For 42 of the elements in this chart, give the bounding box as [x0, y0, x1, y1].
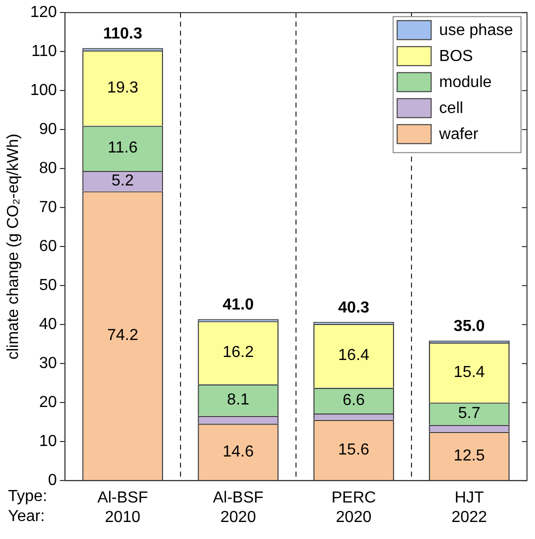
data-label: 16.4: [338, 347, 370, 364]
data-label: 19.3: [107, 79, 138, 96]
y-tick-label: 70: [39, 199, 57, 216]
data-label: 5.7: [458, 405, 480, 422]
annotation: 41.0: [222, 296, 254, 314]
annotation: 110.3: [103, 25, 142, 42]
data-label: 5.2: [112, 172, 134, 190]
text: Year:: [8, 508, 45, 526]
x-tick-label: PERC 2020: [331, 490, 376, 526]
legend-label: cell: [439, 100, 464, 118]
legend-label: BOS: [439, 48, 473, 66]
data-label: 11.6: [108, 140, 138, 157]
x-tick-label: HJT 2022: [451, 490, 488, 526]
x-tick-label: Al-BSF 2010: [97, 490, 148, 526]
data-label: 12.5: [454, 447, 485, 464]
data-label: 14.6: [222, 443, 254, 460]
y-tick-label: 90: [39, 121, 57, 138]
y-tick-label: 120: [30, 4, 57, 22]
y-tick-label: 20: [39, 394, 57, 412]
y-tick-label: 110: [31, 43, 57, 60]
x-tick-label: Al-BSF 2020: [212, 490, 264, 526]
annotation: 35.0: [454, 318, 485, 335]
legend-label: use phase: [439, 22, 514, 40]
data-label: 74.2: [107, 327, 138, 344]
data-label: 15.4: [454, 364, 485, 381]
y-tick-label: 0: [48, 472, 57, 490]
y-tick-label: 50: [39, 277, 57, 294]
y-tick-label: 40: [39, 316, 57, 334]
data-label: 16.2: [222, 344, 254, 362]
legend-label: wafer: [438, 126, 479, 144]
data-label: 15.6: [338, 441, 370, 458]
y-tick-label: 100: [30, 82, 57, 100]
y-tick-label: 60: [39, 238, 57, 256]
text: Type:: [8, 488, 48, 506]
y-tick-label: 30: [39, 355, 57, 372]
annotation: 40.3: [338, 299, 370, 316]
y-axis-title: climate change (g CO₂-eq/kWh): [5, 134, 22, 360]
data-label: 8.1: [227, 391, 250, 408]
y-tick-label: 10: [39, 433, 57, 450]
y-tick-label: 80: [39, 160, 57, 178]
data-label: 6.6: [342, 392, 365, 410]
legend-label: module: [439, 74, 492, 92]
